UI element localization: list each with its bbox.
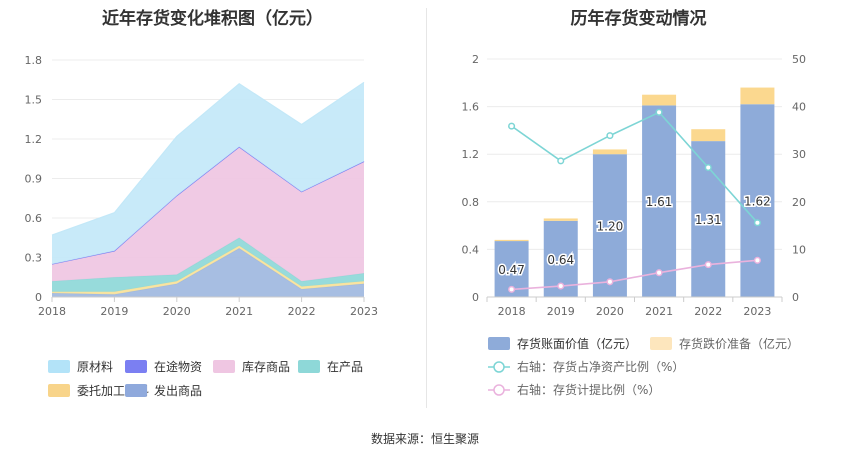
right-x-tick-label: 2019 — [547, 305, 575, 318]
bar-label-2021: 1.61 — [646, 195, 673, 209]
line-右轴：存货占净资产比例（%） — [511, 111, 758, 224]
right-y-tick-label: 0.4 — [462, 243, 480, 256]
legend-swatch-存货跌价准备（亿元） — [650, 337, 672, 350]
point-右轴：存货计提比例（%）-2019 — [557, 282, 565, 290]
legend-swatch-原材料 — [48, 360, 70, 373]
right-y2-tick-label: 30 — [792, 148, 806, 161]
right-y-tick-label: 2 — [472, 53, 479, 66]
left-y-tick-label: 1.2 — [25, 133, 43, 146]
legend-swatch-存货账面价值（亿元） — [488, 337, 510, 350]
legend-label-库存商品: 库存商品 — [242, 359, 290, 374]
bar-label-2020: 1.20 — [597, 220, 624, 234]
left-y-tick-label: 0.3 — [25, 252, 43, 265]
bar-impairment-2019 — [543, 218, 578, 221]
right-y-tick-label: 1.2 — [462, 148, 480, 161]
left-y-tick-label: 1.5 — [25, 94, 43, 107]
point-右轴：存货占净资产比例（%）-2020 — [606, 132, 614, 140]
left-chart-title: 近年存货变化堆积图（亿元） — [102, 9, 323, 29]
point-右轴：存货占净资产比例（%）-2022 — [704, 163, 712, 172]
bar-impairment-2021 — [642, 94, 677, 106]
right-y2-tick-label: 40 — [792, 101, 806, 114]
point-右轴：存货计提比例（%）-2021 — [655, 269, 663, 277]
area-edge-原材料 — [51, 81, 365, 236]
left-y-tick-label: 0.6 — [25, 212, 43, 225]
bar-label-2019: 0.64 — [547, 253, 574, 267]
right-y-tick-label: 0.8 — [462, 196, 480, 209]
legend-swatch-库存商品 — [213, 360, 235, 373]
panel-divider — [426, 8, 427, 408]
line-右轴：存货计提比例（%） — [511, 259, 758, 291]
area-在产品 — [52, 237, 364, 292]
left-y-tick-label: 1.8 — [25, 54, 43, 67]
right-chart-title: 历年存货变动情况 — [570, 9, 707, 29]
bar-impairment-2018 — [494, 239, 529, 242]
area-库存商品 — [52, 146, 364, 282]
legend-swatch-在产品 — [298, 360, 320, 373]
point-右轴：存货占净资产比例（%）-2023 — [753, 219, 761, 227]
legend-label-在产品: 在产品 — [327, 360, 363, 374]
bar-label-2018: 0.47 — [498, 263, 525, 277]
point-右轴：存货占净资产比例（%）-2019 — [557, 157, 565, 165]
right-y2-tick-label: 0 — [792, 291, 799, 304]
right-x-tick-label: 2018 — [498, 305, 526, 318]
left-x-tick-label: 2018 — [38, 305, 66, 318]
left-axis: 0 0.3 0.6 0.9 1.2 1.5 1.8 2018 2019 2020 2021 2022 2… — [25, 54, 379, 318]
legend-label-存货跌价准备（亿元）: 存货跌价准备（亿元） — [679, 336, 799, 351]
legend-swatch-在途物资 — [125, 360, 147, 373]
point-右轴：存货占净资产比例（%）-2021 — [655, 108, 663, 116]
right-x-tick-label: 2022 — [694, 305, 722, 318]
right-y2-tick-label: 20 — [792, 196, 806, 209]
point-右轴：存货计提比例（%）-2020 — [606, 278, 614, 286]
point-右轴：存货计提比例（%）-2023 — [753, 256, 761, 264]
right-y2-tick-label: 10 — [792, 243, 806, 256]
bar-label-2022: 1.31 — [695, 213, 722, 227]
area-发出商品 — [52, 248, 364, 297]
data-source: 数据来源：恒生聚源 — [370, 432, 479, 446]
bar-book-value-2021 — [642, 105, 677, 297]
bar-impairment-2020 — [592, 149, 627, 155]
right-x-tick-label: 2023 — [743, 305, 771, 318]
right-x-tick-label: 2021 — [645, 305, 673, 318]
bar-book-value-2023 — [740, 104, 775, 297]
left-y-tick-label: 0 — [35, 291, 42, 304]
legend-label-右轴：存货占净资产比例（%）: 右轴：存货占净资产比例（%） — [517, 359, 684, 374]
right-lines — [508, 108, 761, 293]
right-x-tick-label: 2020 — [596, 305, 624, 318]
legend-label-存货账面价值（亿元）: 存货账面价值（亿元） — [517, 336, 637, 351]
point-右轴：存货占净资产比例（%）-2018 — [508, 122, 516, 130]
left-x-tick-label: 2020 — [163, 305, 191, 318]
area-原材料 — [52, 82, 364, 265]
bar-label-2023: 1.62 — [744, 195, 771, 209]
right-bars: 0.47 0.64 1.20 1.61 1.31 1.62 — [494, 87, 775, 297]
legend-label-发出商品: 发出商品 — [154, 383, 202, 398]
legend-label-原材料: 原材料 — [77, 360, 113, 374]
legend-swatch-委托加工材料 — [48, 384, 70, 397]
legend-label-右轴：存货计提比例（%）: 右轴：存货计提比例（%） — [517, 382, 660, 397]
left-x-tick-label: 2019 — [100, 305, 128, 318]
left-y-tick-label: 0.9 — [25, 173, 43, 186]
bar-impairment-2023 — [740, 87, 775, 105]
left-x-tick-label: 2022 — [288, 305, 316, 318]
right-y2-tick-label: 50 — [792, 53, 806, 66]
legend-marker-右轴：存货占净资产比例（%） — [493, 361, 505, 373]
left-areas — [51, 81, 365, 297]
point-右轴：存货计提比例（%）-2022 — [704, 261, 712, 269]
left-x-tick-label: 2023 — [350, 305, 378, 318]
bar-book-value-2020 — [592, 154, 627, 297]
right-legend: 存货账面价值（亿元） 存货跌价准备（亿元） 右轴：存货占净资产比例（%） 右轴：存货计… — [488, 336, 799, 397]
point-右轴：存货计提比例（%）-2018 — [508, 285, 516, 293]
right-y-tick-label: 1.6 — [462, 101, 480, 114]
right-y-tick-label: 0 — [472, 291, 479, 304]
legend-marker-右轴：存货计提比例（%） — [493, 384, 505, 396]
legend-label-在途物资: 在途物资 — [154, 359, 202, 374]
left-x-tick-label: 2021 — [225, 305, 253, 318]
legend-swatch-发出商品 — [125, 384, 147, 397]
bar-impairment-2022 — [691, 129, 726, 142]
